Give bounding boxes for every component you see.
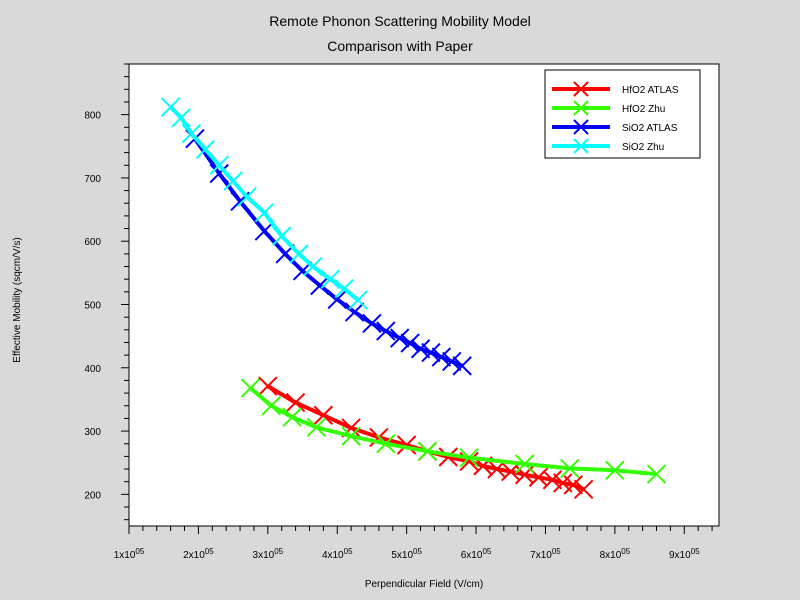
- y-tick-label: 700: [84, 174, 101, 185]
- data-point: [209, 155, 229, 175]
- data-point: [542, 470, 563, 490]
- data-point: [258, 376, 278, 396]
- legend-swatch-marker: [573, 81, 589, 97]
- data-point: [438, 447, 459, 467]
- data-point: [389, 328, 410, 348]
- x-tick-label: 1x1005: [114, 547, 145, 561]
- data-point: [344, 302, 365, 322]
- data-point: [320, 269, 341, 289]
- series-line: [249, 386, 657, 477]
- data-point: [431, 347, 452, 367]
- data-point: [181, 123, 202, 144]
- legend-box: [544, 69, 701, 159]
- x-tick-label: 4x1005: [322, 547, 353, 561]
- data-point: [442, 351, 462, 372]
- data-point: [605, 460, 625, 481]
- data-point: [271, 226, 292, 246]
- data-point: [376, 321, 396, 341]
- data-point: [452, 356, 472, 376]
- data-point: [195, 139, 216, 160]
- data-point: [459, 447, 479, 468]
- x-tick-label: 9x1005: [669, 547, 700, 561]
- x-tick-label: 6x1005: [461, 547, 492, 561]
- legend-label: SiO2 Zhu: [622, 142, 664, 153]
- data-point: [417, 441, 438, 462]
- series-layer: [160, 97, 667, 500]
- data-point: [646, 464, 667, 484]
- y-tick-label: 800: [84, 111, 101, 122]
- x-tick-label: 5x1005: [391, 547, 422, 561]
- data-point: [514, 454, 535, 474]
- series-hfo2-zhu: [240, 378, 667, 484]
- legend-item: SiO2 ATLAS: [552, 119, 678, 135]
- series-sio2-atlas: [185, 128, 472, 376]
- axes: 200 300 400 500 600 700 800 1x1005 2x1005 3x1005 4…: [84, 63, 713, 561]
- data-point: [237, 187, 257, 207]
- data-point: [209, 163, 229, 184]
- data-point: [362, 313, 382, 334]
- y-tick-label: 200: [84, 490, 101, 501]
- data-point: [573, 479, 594, 500]
- data-point: [254, 203, 275, 223]
- legend-item: HfO2 Zhu: [552, 100, 665, 116]
- chart-title: Remote Phonon Scattering Mobility Model: [269, 13, 530, 29]
- data-point: [306, 417, 327, 437]
- data-point: [348, 290, 368, 310]
- data-point: [310, 275, 330, 296]
- legend-item: HfO2 ATLAS: [552, 81, 679, 97]
- legend-swatch-marker: [573, 138, 589, 154]
- legend-item: SiO2 Zhu: [552, 138, 664, 154]
- data-point: [334, 278, 354, 299]
- data-point: [341, 426, 361, 446]
- data-point: [171, 108, 191, 128]
- data-point: [240, 378, 261, 398]
- legend-label: HfO2 ATLAS: [622, 85, 679, 96]
- data-point: [410, 339, 431, 359]
- legend-label: HfO2 Zhu: [622, 104, 665, 115]
- data-point: [313, 405, 334, 425]
- legend: HfO2 ATLAS HfO2 Zhu SiO2 ATLAS SiO2 Zhu: [544, 69, 701, 159]
- data-point: [560, 458, 580, 479]
- legend-label: SiO2 ATLAS: [622, 123, 678, 134]
- data-point: [421, 342, 441, 363]
- y-tick-label: 400: [84, 364, 101, 375]
- data-point: [285, 392, 306, 413]
- y-tick-label: 600: [84, 237, 101, 248]
- data-point: [254, 221, 275, 241]
- chart-subtitle: Comparison with Paper: [327, 38, 473, 54]
- data-point: [396, 435, 417, 455]
- y-tick-label: 500: [84, 300, 101, 311]
- legend-swatch-marker: [573, 119, 589, 135]
- data-point: [376, 434, 396, 454]
- x-tick-label: 7x1005: [530, 547, 561, 561]
- data-point: [563, 475, 583, 495]
- data-point: [261, 396, 282, 416]
- data-point: [223, 171, 243, 191]
- x-tick-label: 8x1005: [600, 547, 631, 561]
- series-sio2-zhu: [160, 97, 368, 310]
- x-tick-label: 3x1005: [253, 547, 284, 561]
- data-point: [282, 407, 302, 427]
- x-tick-label: 2x1005: [183, 547, 214, 561]
- x-axis-title: Perpendicular Field (V/cm): [365, 579, 483, 590]
- data-point: [400, 333, 420, 353]
- data-point: [303, 256, 323, 277]
- y-axis-title: Effective Mobility (sqcm/V/s): [12, 237, 23, 362]
- y-tick-label: 300: [84, 427, 101, 438]
- legend-swatch-marker: [573, 100, 589, 116]
- data-point: [327, 289, 347, 310]
